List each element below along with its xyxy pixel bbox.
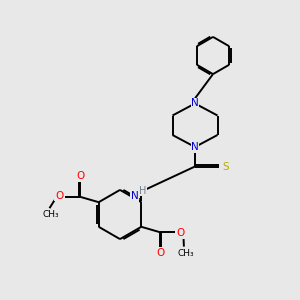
Text: O: O (77, 171, 85, 181)
Text: CH₃: CH₃ (43, 210, 59, 219)
Text: H: H (139, 186, 146, 196)
Text: O: O (157, 248, 165, 258)
Text: O: O (177, 228, 185, 238)
Text: O: O (55, 191, 63, 201)
Text: S: S (222, 161, 229, 172)
Text: CH₃: CH₃ (177, 249, 194, 258)
Text: N: N (191, 98, 199, 109)
Text: N: N (130, 191, 138, 201)
Text: N: N (191, 142, 199, 152)
